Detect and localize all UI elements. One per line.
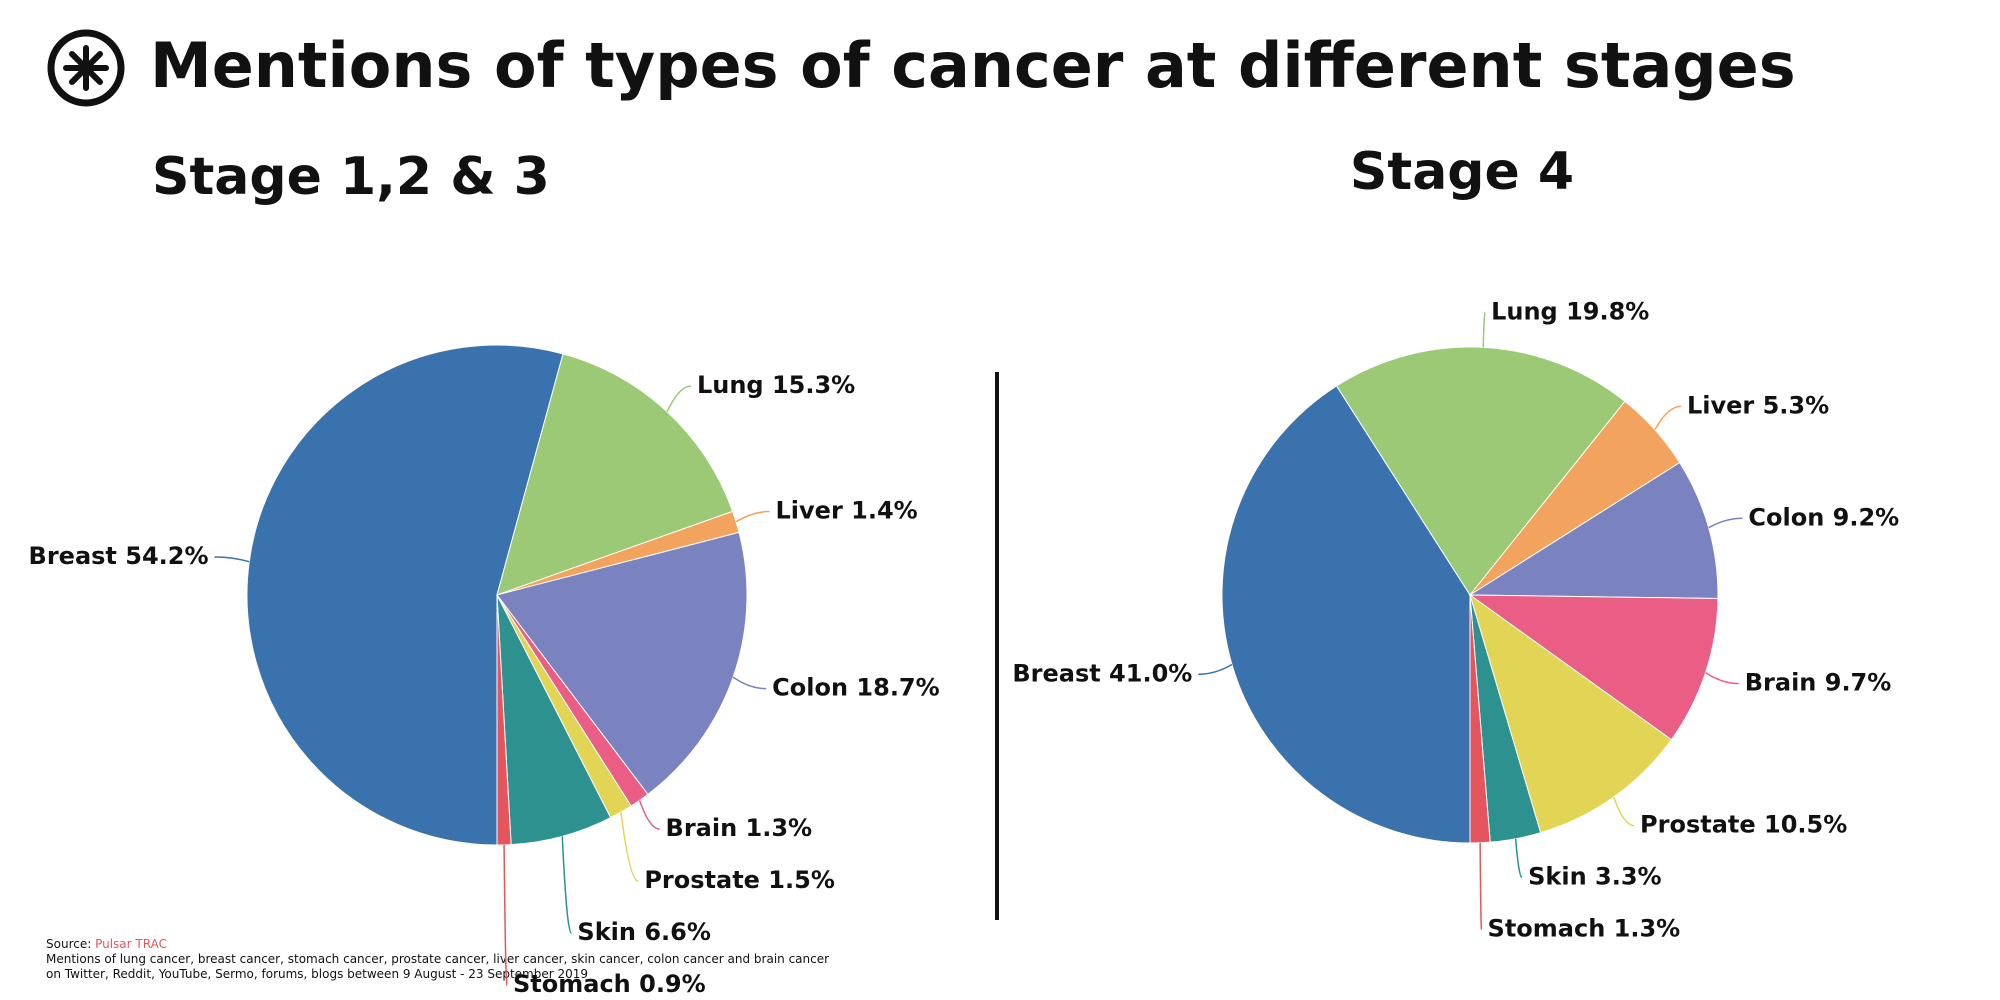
pie-slice <box>1469 593 1673 834</box>
data-label: Lung 15.3% <box>697 371 855 399</box>
pie-slice <box>1221 385 1471 844</box>
page-title: Mentions of types of cancer at different… <box>150 29 1796 102</box>
leader-line <box>561 836 573 934</box>
source-name: Pulsar TRAC <box>95 937 167 951</box>
pie-slice <box>496 353 734 596</box>
leader-line <box>666 385 692 413</box>
data-label: Colon 18.7% <box>772 674 940 702</box>
leader-line <box>1654 405 1681 431</box>
pie-slice <box>496 531 748 796</box>
leader-line <box>1198 663 1233 676</box>
leader-line <box>735 510 770 523</box>
leader-line <box>1705 672 1739 685</box>
leader-line <box>503 844 508 986</box>
chart-title: Stage 4 <box>1350 142 1574 202</box>
leader-line <box>620 812 639 882</box>
leader-line <box>1708 517 1743 529</box>
pie-slice <box>1335 346 1626 596</box>
data-label: Liver 1.4% <box>776 497 918 525</box>
data-label: Skin 3.3% <box>1528 863 1661 891</box>
pie-slice <box>246 344 564 846</box>
leader-line <box>214 556 250 563</box>
data-label: Colon 9.2% <box>1748 503 1899 531</box>
data-label: Liver 5.3% <box>1687 391 1829 419</box>
chart-title: Stage 1,2 & 3 <box>152 147 550 207</box>
data-label: Stomach 1.3% <box>1488 915 1681 943</box>
leader-line <box>1479 842 1483 931</box>
pie-slice <box>1468 461 1719 600</box>
note: on Twitter, Reddit, YouTube, Sermo, foru… <box>46 967 588 981</box>
data-label: Breast 41.0% <box>1012 659 1192 687</box>
leader-line <box>1482 311 1486 348</box>
data-label: Prostate 1.5% <box>644 866 835 894</box>
source-label: Source: <box>46 937 91 951</box>
data-label: Brain 1.3% <box>666 814 813 842</box>
data-label: Brain 9.7% <box>1745 669 1892 697</box>
leader-line <box>1613 796 1635 827</box>
leader-line <box>732 676 767 690</box>
note: Mentions of lung cancer, breast cancer, … <box>46 952 829 966</box>
data-label: Skin 6.6% <box>577 918 710 946</box>
data-label: Lung 19.8% <box>1491 297 1649 325</box>
data-label: Stomach 0.9% <box>513 970 706 998</box>
data-label: Breast 54.2% <box>29 542 209 570</box>
leader-line <box>638 800 660 830</box>
pie-slice <box>1469 594 1491 844</box>
data-label: Prostate 10.5% <box>1640 811 1847 839</box>
leader-line <box>1514 838 1523 879</box>
logo <box>47 29 125 107</box>
source: Source: Pulsar TRAC <box>46 937 167 951</box>
